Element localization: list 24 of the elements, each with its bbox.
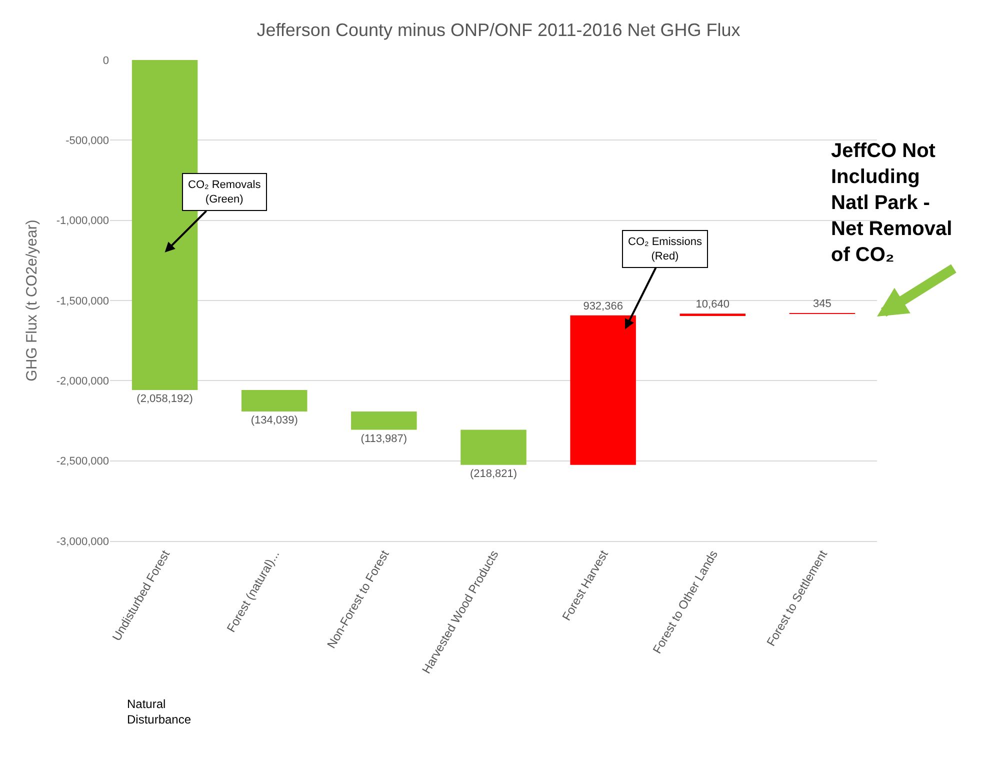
data-label: 345 bbox=[813, 298, 832, 310]
data-label: (218,821) bbox=[470, 468, 518, 480]
bar bbox=[241, 390, 308, 412]
bar bbox=[351, 411, 417, 430]
data-label: 10,640 bbox=[696, 298, 730, 311]
bar bbox=[570, 315, 636, 465]
text: Natural Disturbance bbox=[127, 697, 192, 727]
data-label: 932,366 bbox=[583, 300, 623, 312]
data-label: (113,987) bbox=[360, 432, 408, 445]
y-tick-label: -1,500,000 bbox=[56, 295, 109, 308]
annotation: CO₂ Emissions (Red) bbox=[628, 236, 702, 262]
y-tick-label: 0 bbox=[102, 54, 109, 67]
bar bbox=[460, 430, 526, 465]
y-axis-title: GHG Flux (t CO2e/year) bbox=[24, 220, 41, 382]
y-tick-label: -500,000 bbox=[66, 135, 109, 148]
y-tick-label: -2,000,000 bbox=[56, 376, 109, 388]
chart-title: Jefferson County minus ONP/ONF 2011-2016 Net GHG Flux bbox=[256, 20, 740, 40]
y-tick-label: -2,500,000 bbox=[56, 456, 109, 468]
data-label: (2,058,192) bbox=[136, 393, 193, 405]
data-label: (134,039) bbox=[250, 414, 298, 426]
annotation: JeffCO Not Including Natl Park - Net Removal of CO₂ bbox=[831, 140, 952, 266]
y-tick-label: -3,000,000 bbox=[56, 536, 109, 548]
y-tick-label: -1,000,000 bbox=[56, 215, 109, 228]
annotation: CO₂ Removals (Green) bbox=[188, 179, 262, 206]
